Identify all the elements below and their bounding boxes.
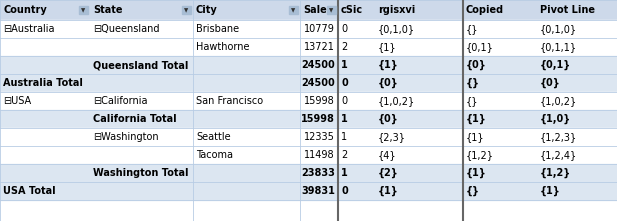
Text: {}: {} [466,186,480,196]
Text: {}: {} [466,24,479,34]
Text: 13721: 13721 [304,42,335,52]
Text: Seattle: Seattle [196,132,231,142]
Text: 0: 0 [341,78,348,88]
Text: 0: 0 [341,96,347,106]
Text: {1}: {1} [466,132,484,142]
Text: ⊟California: ⊟California [93,96,147,106]
Text: Sales: Sales [303,5,333,15]
Text: Hawthorne: Hawthorne [196,42,249,52]
Bar [0,38,617,56]
Bar [182,6,191,14]
Text: {1}: {1} [378,186,399,196]
Bar [0,182,617,200]
Text: {0,1}: {0,1} [466,42,494,52]
Text: {1}: {1} [540,186,561,196]
Text: 12335: 12335 [304,132,335,142]
Text: Copied: Copied [466,5,504,15]
Bar [0,74,617,92]
Text: {0}: {0} [540,78,561,88]
Bar [0,110,617,128]
Text: rgisxvi: rgisxvi [378,5,415,15]
Text: 2: 2 [341,42,347,52]
Text: {}: {} [466,96,479,106]
Text: {1}: {1} [378,42,397,52]
Bar [0,56,617,74]
Text: {1}: {1} [466,168,487,178]
Text: {2}: {2} [378,168,399,178]
Text: Washington Total: Washington Total [93,168,189,178]
Text: State: State [93,5,123,15]
Text: 23833: 23833 [301,168,335,178]
Text: ▼: ▼ [81,8,86,13]
Text: Pivot Line: Pivot Line [540,5,595,15]
Text: 1: 1 [341,60,348,70]
Text: Australia Total: Australia Total [3,78,83,88]
Text: Country: Country [3,5,47,15]
Text: 0: 0 [341,24,347,34]
Text: 1: 1 [341,168,348,178]
Text: Tacoma: Tacoma [196,150,233,160]
Text: 15998: 15998 [301,114,335,124]
Text: {0,1,0}: {0,1,0} [540,24,577,34]
Text: ▼: ▼ [329,8,334,13]
Text: {1,0,2}: {1,0,2} [378,96,415,106]
Bar [0,92,617,110]
Bar [0,164,617,182]
Text: California Total: California Total [93,114,176,124]
Text: 2: 2 [341,150,347,160]
Text: {0,1}: {0,1} [540,60,571,70]
Text: ⊟Queensland: ⊟Queensland [93,24,160,34]
Text: {1,2,3}: {1,2,3} [540,132,578,142]
Text: {4}: {4} [378,150,397,160]
Bar [289,6,298,14]
Text: {1}: {1} [466,114,487,124]
Text: 24500: 24500 [301,60,335,70]
Text: {1}: {1} [378,60,399,70]
Text: {1,2}: {1,2} [540,168,571,178]
Text: 11498: 11498 [304,150,335,160]
Bar [0,128,617,146]
Text: 0: 0 [341,186,348,196]
Bar [0,146,617,164]
Text: Queensland Total: Queensland Total [93,60,188,70]
Text: {0}: {0} [466,60,487,70]
Text: {1,0,2}: {1,0,2} [540,96,578,106]
Text: 1: 1 [341,132,347,142]
Text: {}: {} [466,78,480,88]
Text: 39831: 39831 [301,186,335,196]
Text: {0,1,1}: {0,1,1} [540,42,577,52]
Text: {0,1,0}: {0,1,0} [378,24,415,34]
Text: {0}: {0} [378,78,399,88]
Text: City: City [196,5,218,15]
Text: {1,2,4}: {1,2,4} [540,150,578,160]
Text: ⊟Washington: ⊟Washington [93,132,159,142]
Text: ⊟USA: ⊟USA [3,96,31,106]
Text: {2,3}: {2,3} [378,132,406,142]
Text: San Francisco: San Francisco [196,96,263,106]
Text: cSic: cSic [341,5,363,15]
Bar [0,20,617,38]
Text: {1,2}: {1,2} [466,150,494,160]
Text: 10779: 10779 [304,24,335,34]
Text: 24500: 24500 [301,78,335,88]
Text: ⊟Australia: ⊟Australia [3,24,54,34]
Text: {0}: {0} [378,114,399,124]
Text: Brisbane: Brisbane [196,24,239,34]
Text: 15998: 15998 [304,96,335,106]
Text: {1,0}: {1,0} [540,114,571,124]
Text: ▼: ▼ [291,8,296,13]
Text: USA Total: USA Total [3,186,56,196]
Bar [327,6,336,14]
Bar [0,0,617,20]
Bar [79,6,88,14]
Text: 1: 1 [341,114,348,124]
Text: ▼: ▼ [184,8,189,13]
